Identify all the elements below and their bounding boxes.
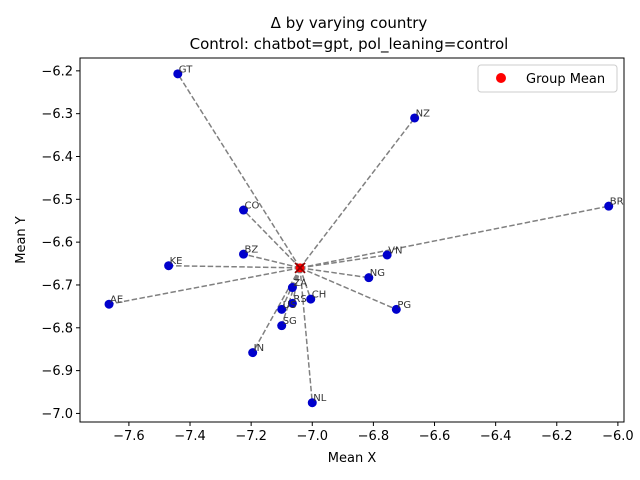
group-mean-x-mark (294, 262, 306, 274)
point-label: ZA (293, 278, 307, 289)
point-label: CH (312, 290, 327, 301)
data-point (410, 113, 420, 123)
data-point (306, 294, 316, 304)
point-label: BZ (245, 245, 259, 256)
point-label: KE (170, 256, 183, 267)
y-tick-label: −6.8 (41, 321, 73, 336)
chart-subtitle: Control: chatbot=gpt, pol_leaning=contro… (190, 35, 509, 54)
connector-line (299, 267, 312, 300)
connector-line (299, 254, 388, 269)
point-label: PG (397, 300, 411, 311)
connector-line (252, 267, 301, 353)
point-label: RS (293, 294, 306, 305)
legend-label: Group Mean (526, 72, 605, 87)
data-point (287, 283, 297, 293)
group-mean-marker (294, 262, 306, 274)
y-axis-ticks: −6.2 −6.3 −6.4 −6.5 −6.6 −6.7 −6.8 −6.9 −7.0 (41, 64, 80, 422)
data-point (604, 201, 614, 211)
point-label: US (283, 300, 297, 311)
x-axis-ticks: −7.6 −7.4 −7.2 −7.0 −6.8 −6.6 −6.4 −6.2 −6.0 (113, 422, 634, 444)
x-tick-label: −7.0 (296, 429, 328, 444)
y-tick-label: −6.3 (41, 107, 73, 122)
legend: Group Mean (477, 64, 618, 93)
y-tick-label: −6.9 (41, 364, 73, 379)
data-point (164, 261, 174, 271)
connector-line (280, 267, 301, 326)
point-label: NG (370, 268, 385, 279)
data-point (239, 249, 249, 259)
point-label: VN (388, 245, 402, 256)
legend-box (477, 64, 618, 93)
data-point (104, 299, 114, 309)
x-tick-label: −6.8 (358, 429, 390, 444)
point-label: GT (179, 64, 193, 75)
data-points (104, 69, 614, 408)
point-label: SG (283, 316, 297, 327)
connector-line (108, 267, 301, 305)
x-tick-label: −7.2 (235, 429, 267, 444)
y-tick-label: −6.5 (41, 193, 73, 208)
legend-marker-icon (496, 73, 506, 83)
y-tick-label: −6.2 (41, 64, 73, 79)
x-tick-label: −7.4 (174, 429, 206, 444)
x-tick-label: −6.6 (419, 429, 451, 444)
data-point (382, 250, 392, 260)
point-label: CO (245, 201, 260, 212)
x-tick-label: −6.4 (480, 429, 512, 444)
point-label: AE (110, 295, 123, 306)
data-point (173, 69, 183, 79)
y-tick-label: −7.0 (41, 407, 73, 422)
point-label: IN (254, 343, 264, 354)
x-axis-label: Mean X (328, 451, 377, 466)
data-point (391, 304, 401, 314)
y-axis-label: Mean Y (14, 216, 29, 264)
connector-line (243, 253, 301, 269)
data-point (287, 298, 297, 308)
y-tick-label: −6.7 (41, 278, 73, 293)
connector-line (177, 73, 301, 269)
y-tick-label: −6.4 (41, 150, 73, 165)
connector-line (242, 209, 301, 269)
connector-line (299, 267, 314, 403)
x-tick-label: −7.6 (113, 429, 145, 444)
point-label: NZ (416, 108, 430, 119)
plot-frame (79, 57, 625, 423)
data-point (364, 273, 374, 283)
x-tick-label: −6.2 (541, 429, 573, 444)
connector-line (299, 267, 369, 279)
connector-line (168, 264, 301, 269)
point-label: BR (610, 197, 624, 208)
connector-line (299, 205, 609, 269)
data-point (307, 398, 317, 408)
connector-line (299, 267, 397, 311)
data-point (277, 304, 287, 314)
data-point (248, 348, 258, 358)
y-tick-label: −6.6 (41, 236, 73, 251)
x-tick-label: −6.0 (602, 429, 634, 444)
data-point (277, 321, 287, 331)
point-label: NL (313, 393, 326, 404)
data-point (239, 205, 249, 215)
chart-title: Δ by varying country (271, 14, 428, 32)
connector-lines (108, 73, 609, 403)
